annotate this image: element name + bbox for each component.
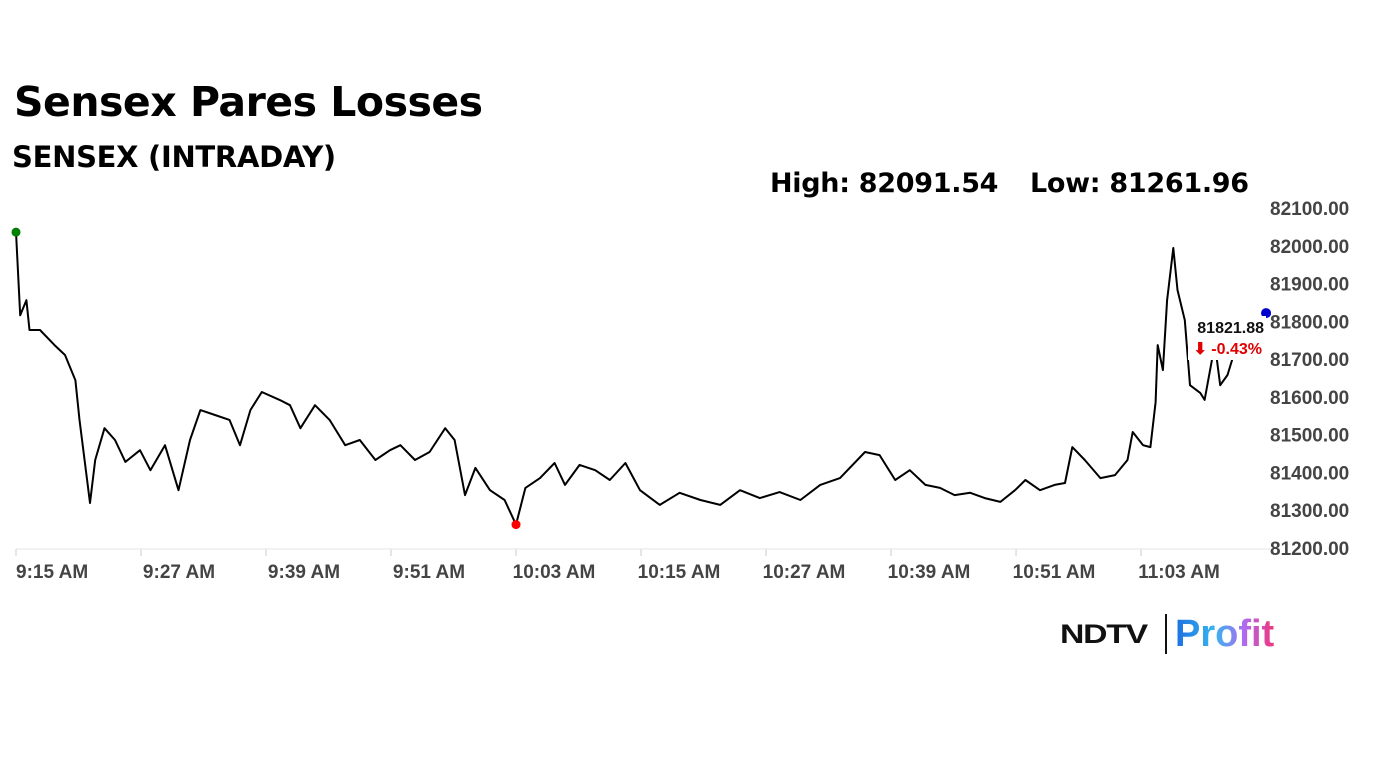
x-tick-label: 9:27 AM xyxy=(143,562,215,583)
y-tick-label: 81800.00 xyxy=(1270,312,1349,333)
x-tick-label: 10:03 AM xyxy=(513,562,596,583)
y-tick-label: 82000.00 xyxy=(1270,237,1349,258)
last-price-change: ⬇ -0.43% xyxy=(1193,341,1262,358)
y-tick-label: 81200.00 xyxy=(1270,539,1349,560)
x-tick-label: 9:15 AM xyxy=(16,562,88,583)
open-marker xyxy=(11,227,21,237)
x-tick-label: 9:39 AM xyxy=(268,562,340,583)
y-tick-label: 81900.00 xyxy=(1270,275,1349,296)
y-tick-label: 81600.00 xyxy=(1270,388,1349,409)
x-tick-label: 9:51 AM xyxy=(393,562,465,583)
price-line xyxy=(15,232,1244,526)
x-tick-label: 10:51 AM xyxy=(1013,562,1096,583)
logo-brand: NDTV xyxy=(1060,618,1148,649)
last-price-label-bg xyxy=(1188,316,1266,360)
x-tick-label: 10:39 AM xyxy=(888,562,971,583)
chart-subtitle: SENSEX (INTRADAY) xyxy=(12,140,336,174)
chart-headline: Sensex Pares Losses xyxy=(14,78,483,126)
y-tick-label: 81400.00 xyxy=(1270,463,1349,484)
x-tick-label: 10:15 AM xyxy=(638,562,721,583)
high-label: High: 82091.54 xyxy=(770,168,999,199)
y-tick-label: 81300.00 xyxy=(1270,501,1349,522)
y-tick-label: 82100.00 xyxy=(1270,199,1349,220)
low-marker xyxy=(511,520,521,530)
x-tick-label: 10:27 AM xyxy=(763,562,846,583)
low-label: Low: 81261.96 xyxy=(1030,168,1249,199)
logo-divider xyxy=(1165,614,1167,654)
last-price-value: 81821.88 xyxy=(1197,320,1264,337)
logo-product: Profit xyxy=(1175,612,1275,655)
ndtv-profit-logo: NDTV Profit xyxy=(1060,612,1274,656)
x-tick-label: 11:03 AM xyxy=(1138,562,1220,583)
y-tick-label: 81500.00 xyxy=(1270,426,1349,447)
y-tick-label: 81700.00 xyxy=(1270,350,1349,371)
last-price-marker xyxy=(1261,308,1272,319)
